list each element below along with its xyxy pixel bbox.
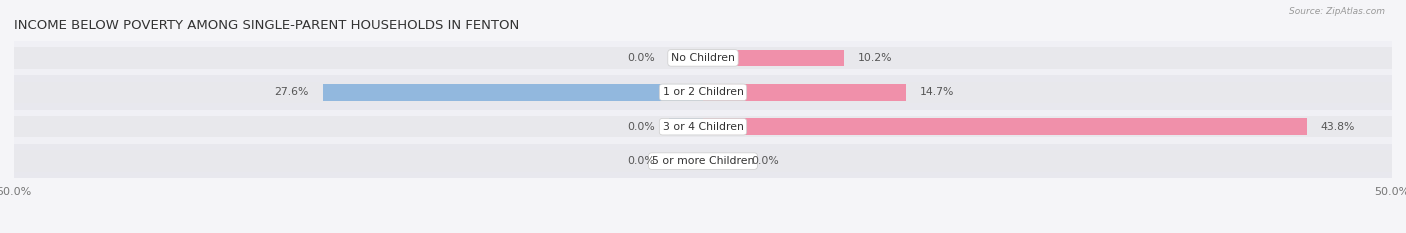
Text: 43.8%: 43.8%	[1320, 122, 1354, 132]
Text: 14.7%: 14.7%	[920, 87, 953, 97]
Bar	[669, 118, 703, 135]
Text: INCOME BELOW POVERTY AMONG SINGLE-PARENT HOUSEHOLDS IN FENTON: INCOME BELOW POVERTY AMONG SINGLE-PARENT…	[14, 19, 519, 32]
Bar	[703, 47, 1392, 69]
Bar	[14, 110, 1392, 144]
Text: No Children: No Children	[671, 53, 735, 63]
Bar	[14, 47, 703, 69]
Bar	[703, 118, 1306, 135]
Bar	[14, 116, 703, 137]
Text: Source: ZipAtlas.com: Source: ZipAtlas.com	[1289, 7, 1385, 16]
Text: 0.0%: 0.0%	[627, 156, 655, 166]
Text: 27.6%: 27.6%	[274, 87, 309, 97]
Text: 1 or 2 Children: 1 or 2 Children	[662, 87, 744, 97]
Bar	[14, 144, 1392, 178]
Text: 5 or more Children: 5 or more Children	[652, 156, 754, 166]
Bar	[703, 82, 1392, 103]
Bar	[703, 153, 738, 169]
Bar	[14, 41, 1392, 75]
Text: 0.0%: 0.0%	[751, 156, 779, 166]
Bar	[669, 153, 703, 169]
Bar	[669, 50, 703, 66]
Bar	[14, 82, 703, 103]
Bar	[703, 116, 1392, 137]
Bar	[14, 75, 1392, 110]
Text: 0.0%: 0.0%	[627, 53, 655, 63]
Bar	[703, 84, 905, 101]
Text: 3 or 4 Children: 3 or 4 Children	[662, 122, 744, 132]
Bar	[703, 50, 844, 66]
Text: 10.2%: 10.2%	[858, 53, 891, 63]
Bar	[14, 151, 703, 172]
Bar	[703, 151, 1392, 172]
Bar	[323, 84, 703, 101]
Text: 0.0%: 0.0%	[627, 122, 655, 132]
